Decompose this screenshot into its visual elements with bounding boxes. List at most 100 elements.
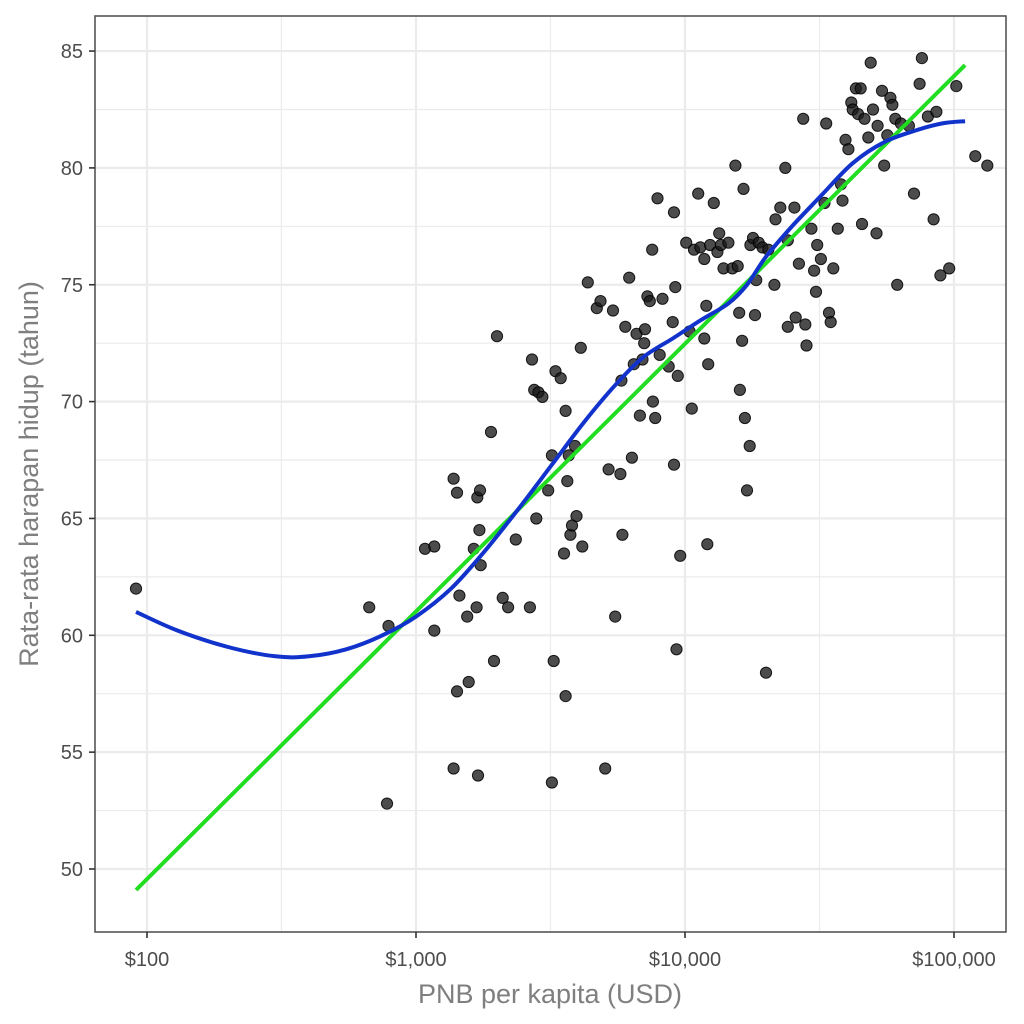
data-point (981, 159, 994, 172)
x-tick-label: $100 (125, 949, 170, 971)
data-point (805, 222, 818, 235)
data-point (614, 467, 627, 481)
data-point (878, 159, 891, 172)
data-point (447, 472, 460, 485)
data-point (820, 117, 833, 130)
major-gridlines (95, 16, 1006, 932)
data-point (875, 84, 889, 97)
y-tick-label: 70 (61, 392, 83, 414)
y-axis-title: Rata-rata harapan hidup (tahun) (14, 281, 44, 667)
data-point (864, 56, 877, 69)
data-point (836, 194, 849, 207)
data-point (581, 276, 594, 289)
data-point (670, 643, 683, 656)
data-point (701, 538, 714, 551)
data-point (702, 358, 715, 371)
data-point (599, 762, 612, 775)
data-point (651, 192, 664, 205)
data-point (496, 591, 509, 605)
data-point (669, 281, 682, 294)
data-point (748, 309, 762, 322)
data-point (380, 797, 394, 810)
data-point (824, 316, 837, 329)
data-point (667, 458, 681, 471)
data-point (722, 236, 735, 249)
data-point (792, 257, 806, 270)
smooth-fit-line (135, 119, 966, 660)
x-axis-title: PNB per kapita (USD) (418, 979, 682, 1009)
data-point (736, 334, 749, 347)
data-point (570, 509, 583, 523)
data-point (129, 582, 143, 595)
data-point (831, 222, 844, 235)
data-point (509, 533, 522, 546)
data-point (490, 330, 504, 343)
data-point (729, 159, 742, 172)
panel-border (94, 15, 1007, 933)
data-point (866, 103, 880, 116)
data-point (545, 776, 559, 789)
y-tick-label: 60 (61, 625, 83, 647)
data-point (854, 82, 867, 95)
data-point (733, 306, 746, 319)
data-point (530, 512, 543, 525)
data-point (886, 98, 899, 111)
data-point (602, 463, 615, 476)
y-tick-label: 65 (61, 508, 83, 530)
data-point (969, 150, 982, 163)
y-tick-label: 50 (61, 859, 83, 881)
data-point (473, 484, 487, 497)
data-point (649, 411, 662, 425)
y-tick-label: 80 (61, 158, 83, 180)
data-point (707, 196, 720, 210)
data-point (685, 402, 698, 415)
x-tick-label: $1,000 (385, 949, 446, 971)
data-point (453, 589, 466, 602)
data-point (774, 201, 787, 214)
data-point (450, 486, 464, 499)
data-point (574, 341, 587, 354)
data-point (547, 654, 560, 668)
data-point (891, 278, 904, 291)
data-point (692, 187, 705, 200)
scatter-points (129, 52, 994, 810)
data-point (633, 409, 647, 422)
x-axis-ticks: $100 $1,000 $10,000 $100,000 (125, 932, 996, 971)
data-point (700, 299, 713, 312)
data-point (450, 685, 464, 698)
linear-fit-line (134, 63, 967, 892)
data-point (799, 318, 812, 331)
data-point (576, 540, 589, 553)
data-point (625, 451, 639, 464)
data-point (737, 182, 750, 195)
data-point (943, 262, 956, 275)
data-point (559, 404, 572, 417)
data-point (915, 52, 929, 65)
data-point (842, 143, 855, 156)
x-tick-label: $10,000 (649, 949, 721, 971)
data-point (623, 271, 636, 284)
data-point (667, 206, 681, 219)
data-point (674, 549, 687, 562)
data-point (733, 383, 747, 396)
data-point (656, 292, 669, 305)
data-point (606, 304, 620, 317)
data-point (473, 524, 486, 537)
data-point (680, 236, 693, 249)
data-point (698, 332, 711, 345)
data-point (671, 369, 684, 382)
data-point (930, 105, 943, 118)
y-tick-label: 85 (61, 41, 83, 63)
data-point (428, 624, 441, 637)
data-point (561, 475, 574, 488)
data-point (525, 353, 539, 366)
data-point (913, 77, 926, 90)
data-point (523, 601, 537, 614)
data-point (769, 213, 782, 226)
data-point (698, 252, 711, 266)
data-point (743, 439, 756, 453)
data-point (594, 295, 607, 308)
y-tick-label: 75 (61, 275, 83, 297)
data-point (811, 238, 824, 252)
data-point (619, 320, 632, 333)
